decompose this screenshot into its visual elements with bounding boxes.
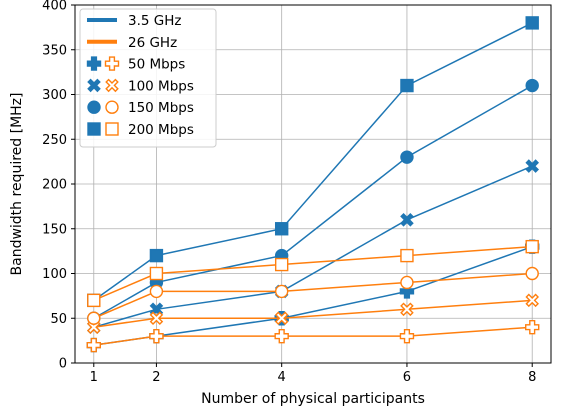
data-point: [525, 239, 539, 254]
data-point: [149, 266, 164, 281]
data-point: [149, 248, 164, 263]
legend-entry: 3.5 GHz: [87, 13, 181, 29]
x-tick-label: 8: [528, 370, 536, 385]
data-point: [525, 16, 539, 30]
legend-entry: 200 Mbps: [87, 122, 194, 138]
data-point: [400, 78, 414, 93]
data-point: [399, 284, 415, 299]
legend-entry: 150 Mbps: [87, 100, 194, 116]
data-point: [525, 78, 539, 93]
series-26-ghz-150-mbps: [87, 266, 539, 325]
data-point: [525, 293, 539, 308]
data-point: [400, 248, 414, 263]
legend-label: 50 Mbps: [128, 57, 185, 73]
data-point: [149, 284, 164, 299]
data-point: [87, 293, 101, 308]
legend-marker-open: [105, 122, 119, 136]
y-tick-label: 350: [42, 43, 67, 58]
legend-label: 150 Mbps: [128, 100, 194, 116]
legend-label: 100 Mbps: [128, 78, 194, 94]
y-tick-label: 0: [59, 357, 67, 372]
data-point: [525, 266, 539, 281]
data-point: [525, 159, 539, 173]
legend-marker-open: [105, 78, 119, 93]
data-point: [87, 311, 101, 325]
axis-ticks: 1 2 4 6 8 0 50 100 150 200 250 300 350 400: [42, 0, 536, 385]
data-point: [274, 284, 289, 299]
legend-label: 26 GHz: [128, 35, 177, 51]
data-point: [86, 337, 101, 353]
data-point: [274, 222, 289, 236]
y-tick-label: 100: [42, 267, 67, 282]
data-point: [274, 311, 289, 326]
y-axis-label: Bandwidth required [MHz]: [9, 93, 25, 276]
legend-marker-filled: [86, 56, 102, 71]
legend-marker-filled: [87, 122, 101, 136]
series-26-ghz-50-mbps: [86, 320, 540, 353]
y-tick-label: 300: [42, 88, 67, 103]
y-tick-label: 200: [42, 178, 67, 193]
x-tick-label: 4: [278, 370, 286, 385]
y-tick-label: 400: [42, 0, 67, 14]
y-tick-label: 50: [50, 312, 67, 327]
x-axis-label: Number of physical participants: [201, 391, 425, 407]
legend-entry: 26 GHz: [87, 35, 177, 51]
series-26-ghz-200-mbps: [87, 239, 539, 308]
y-tick-label: 150: [42, 222, 67, 237]
data-point: [400, 150, 414, 164]
x-tick-label: 2: [152, 370, 160, 385]
data-point: [149, 328, 164, 344]
legend-marker-filled: [87, 100, 101, 114]
legend-entry: 50 Mbps: [86, 56, 185, 73]
legend-label: 3.5 GHz: [128, 13, 181, 29]
legend-marker-open: [105, 100, 119, 114]
data-point: [400, 275, 414, 290]
x-tick-label: 6: [403, 370, 411, 385]
plot-series: [86, 16, 540, 353]
data-point: [399, 328, 415, 344]
data-point: [400, 302, 414, 317]
legend-label: 200 Mbps: [128, 122, 194, 138]
data-point: [525, 320, 540, 335]
series-26-ghz-100-mbps: [86, 293, 539, 334]
data-point: [274, 257, 289, 272]
legend: 3.5 GHz 26 GHz 50 Mbps 100 Mbps 150 Mbps 200 …: [79, 8, 217, 148]
x-tick-label: 1: [90, 370, 98, 385]
legend-entry: 100 Mbps: [87, 78, 194, 94]
data-point: [149, 311, 164, 326]
legend-marker-filled: [87, 78, 101, 93]
data-point: [400, 213, 414, 227]
y-tick-label: 250: [42, 133, 67, 148]
legend-marker-open: [104, 56, 120, 71]
data-point: [274, 328, 289, 344]
